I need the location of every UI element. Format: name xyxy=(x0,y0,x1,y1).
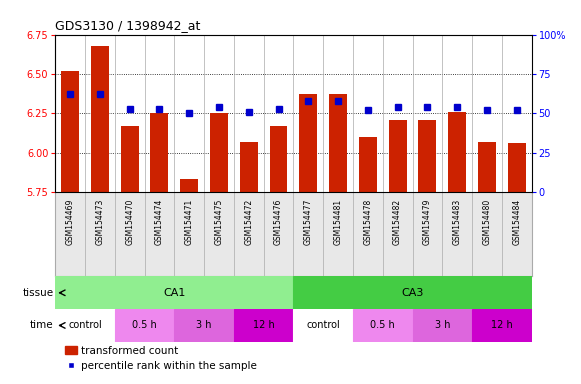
Bar xyxy=(449,112,466,192)
Bar xyxy=(359,137,376,192)
Text: 0.5 h: 0.5 h xyxy=(370,320,395,331)
Bar xyxy=(55,276,293,309)
Text: GSM154482: GSM154482 xyxy=(393,199,402,245)
Text: 12 h: 12 h xyxy=(491,320,512,331)
Bar xyxy=(353,309,413,342)
Text: GDS3130 / 1398942_at: GDS3130 / 1398942_at xyxy=(55,19,200,32)
Bar xyxy=(91,46,109,192)
Bar xyxy=(270,126,288,192)
Text: CA3: CA3 xyxy=(401,288,424,298)
Bar xyxy=(329,94,347,192)
Bar xyxy=(413,309,472,342)
Bar xyxy=(478,142,496,192)
Text: 3 h: 3 h xyxy=(435,320,450,331)
Bar xyxy=(61,71,79,192)
Text: GSM154474: GSM154474 xyxy=(155,199,164,245)
Text: GSM154472: GSM154472 xyxy=(244,199,253,245)
Text: control: control xyxy=(68,320,102,331)
Bar xyxy=(174,309,234,342)
Text: 0.5 h: 0.5 h xyxy=(132,320,157,331)
Bar xyxy=(389,119,407,192)
Bar xyxy=(210,113,228,192)
Text: time: time xyxy=(30,320,53,331)
Bar xyxy=(115,309,174,342)
Text: GSM154475: GSM154475 xyxy=(214,199,224,245)
Text: GSM154480: GSM154480 xyxy=(482,199,492,245)
Text: GSM154471: GSM154471 xyxy=(185,199,193,245)
Text: GSM154484: GSM154484 xyxy=(512,199,521,245)
Bar xyxy=(418,119,436,192)
Text: GSM154476: GSM154476 xyxy=(274,199,283,245)
Bar xyxy=(293,309,353,342)
Text: control: control xyxy=(306,320,340,331)
Text: 3 h: 3 h xyxy=(196,320,212,331)
Text: GSM154483: GSM154483 xyxy=(453,199,462,245)
Text: GSM154473: GSM154473 xyxy=(95,199,105,245)
Text: tissue: tissue xyxy=(23,288,53,298)
Bar xyxy=(150,113,168,192)
Bar xyxy=(472,309,532,342)
Text: GSM154481: GSM154481 xyxy=(333,199,343,245)
Text: GSM154470: GSM154470 xyxy=(125,199,134,245)
Bar xyxy=(508,143,526,192)
Text: 12 h: 12 h xyxy=(253,320,274,331)
Text: CA1: CA1 xyxy=(163,288,185,298)
Bar xyxy=(293,276,532,309)
Bar xyxy=(121,126,139,192)
Bar xyxy=(234,309,293,342)
Legend: transformed count, percentile rank within the sample: transformed count, percentile rank withi… xyxy=(60,341,261,375)
Bar xyxy=(240,142,258,192)
Text: GSM154478: GSM154478 xyxy=(363,199,372,245)
Bar xyxy=(180,179,198,192)
Bar xyxy=(55,309,115,342)
Bar xyxy=(299,94,317,192)
Text: GSM154477: GSM154477 xyxy=(304,199,313,245)
Text: GSM154469: GSM154469 xyxy=(66,199,74,245)
Text: GSM154479: GSM154479 xyxy=(423,199,432,245)
